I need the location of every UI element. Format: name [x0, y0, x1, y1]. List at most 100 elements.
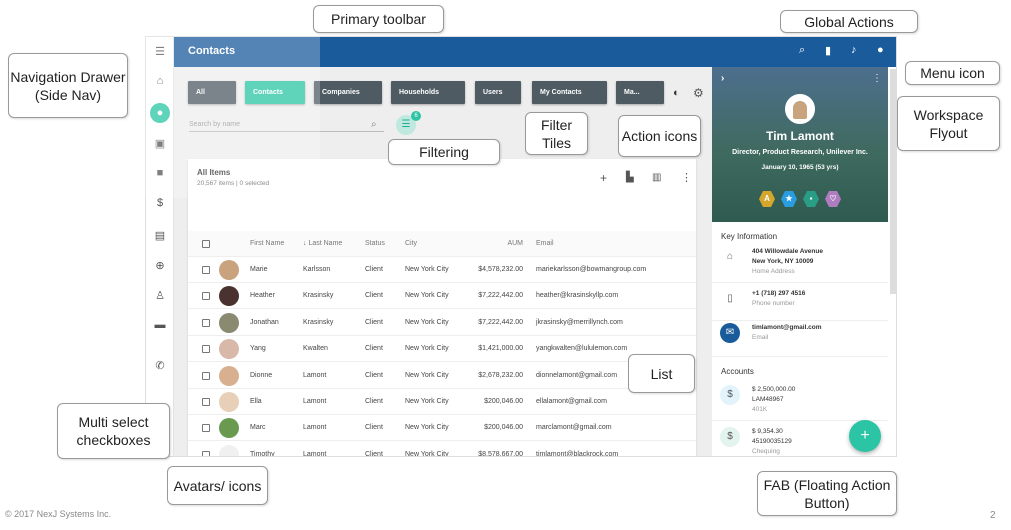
next-tiles-icon[interactable]: ◐ [673, 87, 680, 99]
phone-icon[interactable]: ✆ [155, 360, 165, 372]
callout-list: List [628, 354, 695, 393]
tile-my-contacts[interactable]: My Contacts [532, 81, 607, 104]
cell-status: Client [365, 450, 383, 457]
columns-icon[interactable]: ▥ [652, 172, 662, 183]
cell-first-name: Marc [250, 424, 266, 432]
badge-a-icon[interactable]: A [759, 191, 775, 207]
column-header-aum[interactable]: AUM [507, 240, 523, 247]
collapse-icon[interactable]: › [721, 73, 725, 84]
dollar-icon[interactable]: $ [156, 197, 164, 209]
phone-label: Phone number [752, 300, 795, 307]
cell-email: ellalamont@gmail.com [536, 398, 607, 405]
cell-first-name: Jonathan [250, 318, 279, 326]
fab-add-button[interactable]: + [849, 420, 881, 452]
column-header-last-name[interactable]: ↓ Last Name [303, 240, 343, 247]
filter-button[interactable]: ☰ [396, 115, 416, 135]
tile-users[interactable]: Users [475, 81, 521, 104]
tile-more[interactable]: Ma... [616, 81, 664, 104]
callout-avatars: Avatars/ icons [167, 466, 268, 505]
column-header-email[interactable]: Email [536, 240, 554, 247]
cell-aum: $4,578,232.00 [478, 266, 523, 273]
avatar [219, 286, 239, 307]
home-icon[interactable]: ⌂ [156, 75, 164, 87]
cell-status: Client [365, 371, 383, 379]
table-row[interactable]: Marie Karlsson Client New York City $4,578,2… [188, 257, 696, 283]
avatar [785, 94, 815, 124]
contact-name: Tim Lamont [766, 129, 834, 143]
cell-city: New York City [405, 292, 449, 300]
add-icon[interactable]: + [600, 171, 608, 185]
callout-action-icons: Action icons [618, 115, 701, 157]
contacts-icon[interactable]: ● [150, 103, 170, 123]
cell-city: New York City [405, 318, 449, 326]
column-header-city[interactable]: City [405, 240, 418, 247]
row-checkbox[interactable] [202, 424, 210, 433]
export-icon[interactable]: ▙ [626, 172, 634, 183]
key-information-title: Key Information [721, 232, 778, 241]
cell-city: New York City [405, 266, 449, 273]
list-title: All Items [197, 168, 231, 177]
table-row[interactable]: Yang Kwalten Client New York City $1,421,000… [188, 336, 696, 363]
account-type: 401K [752, 406, 768, 413]
table-row[interactable]: Marc Lamont Client New York City $200,046.00… [188, 415, 696, 442]
accounts-title: Accounts [721, 367, 754, 376]
account-icon[interactable]: ● [877, 44, 884, 56]
star-icon[interactable]: ★ [781, 191, 797, 207]
table-row[interactable]: Dionne Lamont Client New York City $2,678,23… [188, 363, 696, 389]
avatar [219, 339, 239, 360]
gear-icon[interactable]: ⚙ [693, 86, 704, 100]
search-icon[interactable]: ⌕ [799, 44, 806, 56]
account-amount: $ 2,500,000.00 [752, 386, 796, 393]
email-value[interactable]: timlamont@gmail.com [752, 324, 822, 331]
row-checkbox[interactable] [202, 371, 210, 380]
tile-all[interactable]: All [188, 81, 236, 104]
crosshair-icon[interactable]: ⊕ [155, 260, 165, 272]
cell-city: New York City [405, 371, 449, 379]
profile-header: › ⋮ Tim Lamont Director, Product Researc… [712, 67, 888, 222]
account-type: Chequing [752, 448, 780, 455]
account-item[interactable]: $ $ 2,500,000.00 LAM48967 401K [712, 385, 888, 421]
table-row[interactable]: Jonathan Krasinsky Client New York City $7,2… [188, 310, 696, 336]
avatar [219, 392, 239, 412]
user-icon[interactable]: ♙ [155, 290, 165, 302]
account-item[interactable]: $ $ 9,354.30 45190035129 Chequing [712, 427, 888, 456]
heart-icon[interactable]: ♡ [825, 191, 841, 207]
cell-email: heather@krasinskyllp.com [536, 292, 619, 300]
scrollbar[interactable] [890, 69, 896, 294]
cell-last-name: Lamont [303, 424, 327, 432]
lock-icon[interactable]: ▪ [803, 191, 819, 207]
callout-global-actions: Global Actions [780, 10, 918, 33]
id-card-icon[interactable]: ▤ [154, 230, 166, 242]
phone-value[interactable]: +1 (718) 297 4516 [752, 290, 806, 297]
row-checkbox[interactable] [202, 266, 210, 274]
row-checkbox[interactable] [202, 318, 210, 327]
row-checkbox[interactable] [202, 240, 210, 248]
column-header-status[interactable]: Status [365, 240, 385, 247]
tile-companies[interactable]: Companies [314, 81, 382, 104]
briefcase-icon[interactable]: ■ [156, 167, 164, 179]
cell-email: dionnelamont@gmail.com [536, 371, 618, 379]
table-row[interactable]: Heather Krasinsky Client New York City $7,22… [188, 283, 696, 310]
cell-aum: $8,578,667.00 [478, 450, 523, 457]
chat-icon[interactable]: ▮ [825, 45, 832, 57]
search-icon[interactable]: ⌕ [371, 119, 377, 130]
message-icon[interactable]: ▬ [154, 319, 166, 331]
more-icon[interactable]: ⋮ [681, 172, 692, 184]
phone-icon: ▯ [727, 293, 733, 304]
column-header-first-name[interactable]: First Name [250, 240, 285, 247]
row-checkbox[interactable] [202, 398, 210, 406]
calendar-icon[interactable]: ▣ [154, 138, 166, 150]
menu-icon[interactable]: ⋮ [872, 73, 882, 84]
row-checkbox[interactable] [202, 292, 210, 301]
row-checkbox[interactable] [202, 345, 210, 354]
bell-icon[interactable]: ♪ [851, 44, 857, 56]
search-input[interactable]: Search by name [189, 121, 384, 132]
menu-icon[interactable]: ☰ [155, 46, 165, 58]
tile-households[interactable]: Households [391, 81, 465, 104]
table-row[interactable]: Timothy Lamont Client New York City $8,578,6… [188, 442, 696, 457]
tile-contacts[interactable]: Contacts [245, 81, 305, 104]
callout-filtering: Filtering [388, 139, 500, 165]
row-checkbox[interactable] [202, 450, 210, 456]
app-window: ☰ ⌂ ● ▣ ■ $ ▤ ⊕ ♙ ▬ ✆ Contacts ⌕ ▮ ♪ ● A… [145, 36, 897, 457]
table-row[interactable]: Ella Lamont Client New York City $200,046.00… [188, 389, 696, 415]
